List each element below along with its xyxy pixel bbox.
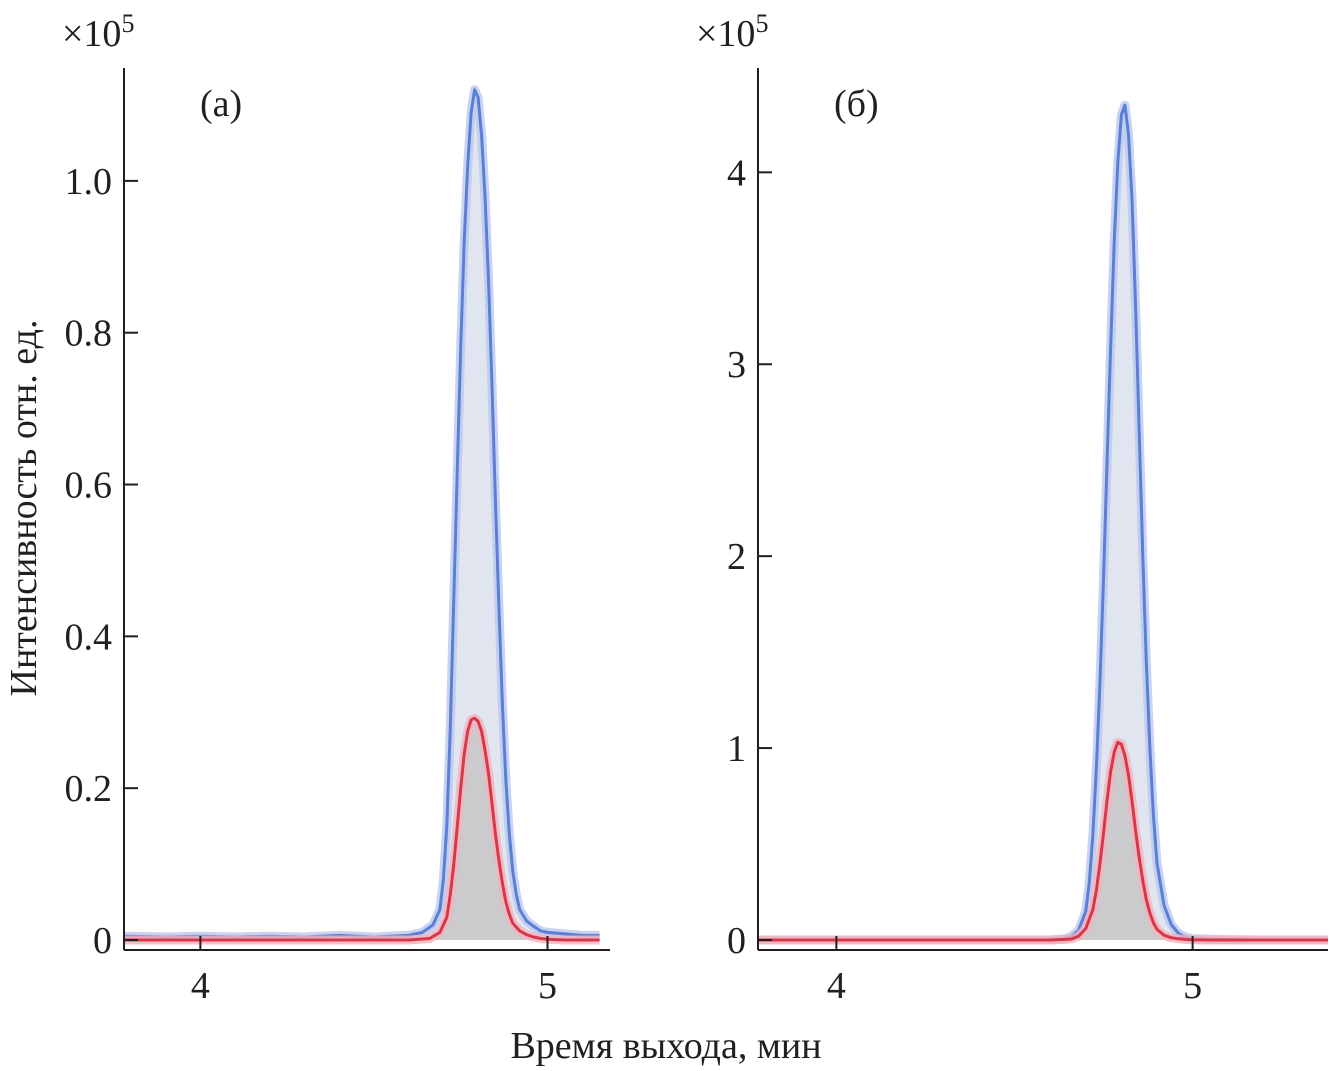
y-axis-title: Интенсивность отн. ед. (3, 320, 45, 697)
panel-b-y-multiplier: ×105 (696, 9, 768, 55)
panel-b-red-trace (758, 740, 1328, 942)
panel-a-traces (123, 85, 600, 945)
panel-b-fills (758, 105, 1328, 940)
panel-b-x-tick-label: 4 (827, 965, 846, 1007)
panel-b-label: (б) (834, 83, 879, 125)
panel-b-x-tick-label: 5 (1183, 965, 1202, 1007)
panel-a-y-tick-label: 0.2 (65, 768, 113, 810)
panel-b-y-tick-label: 4 (727, 152, 746, 194)
panel-a-y-multiplier: ×105 (62, 9, 134, 55)
panel-b-red-area (758, 742, 1328, 940)
panel-a-y-tick-label: 0.4 (65, 616, 113, 658)
panel-a-red-area (124, 718, 600, 940)
panel-b-y-multiplier-exp: 5 (755, 9, 768, 38)
panel-a-red-trace (124, 716, 600, 942)
panel-a-red-trace-halo (124, 713, 600, 945)
panel-a-blue-trace-halo (123, 85, 600, 942)
panel-a-x-tick-label: 4 (191, 965, 210, 1007)
panel-b-traces (758, 100, 1328, 945)
panel-a-blue-trace (123, 88, 600, 939)
panel-a-blue-area (124, 89, 600, 941)
panel-a-y-tick-label: 0 (93, 920, 112, 962)
panel-b-y-tick-label: 1 (727, 728, 746, 770)
panel-b-blue-trace (758, 103, 1328, 942)
panel-b-y-tick-label: 0 (727, 920, 746, 962)
panel-b-y-tick-label: 3 (727, 344, 746, 386)
panel-a-fills (124, 89, 600, 941)
panel-b-y-tick-label: 2 (727, 536, 746, 578)
panel-a-label: (а) (200, 83, 242, 125)
x-axis-title: Время выхода, мин (510, 1025, 821, 1067)
panel-b-blue-trace-halo (758, 100, 1328, 945)
panel-a-y-ticks: 0 0.2 0.4 0.6 0.8 1.0 (65, 161, 138, 962)
panel-b-red-trace-halo (758, 737, 1328, 945)
panel-a-y-tick-label: 0.8 (65, 313, 113, 355)
panel-b-blue-area (758, 105, 1328, 940)
panel-a-y-multiplier-exp: 5 (121, 9, 134, 38)
panel-a-y-tick-label: 0.6 (65, 465, 113, 507)
panel-a-y-tick-label: 1.0 (65, 161, 113, 203)
panel-a-x-tick-label: 5 (538, 965, 557, 1007)
panel-b-y-ticks: 0 1 2 3 4 (727, 152, 772, 962)
